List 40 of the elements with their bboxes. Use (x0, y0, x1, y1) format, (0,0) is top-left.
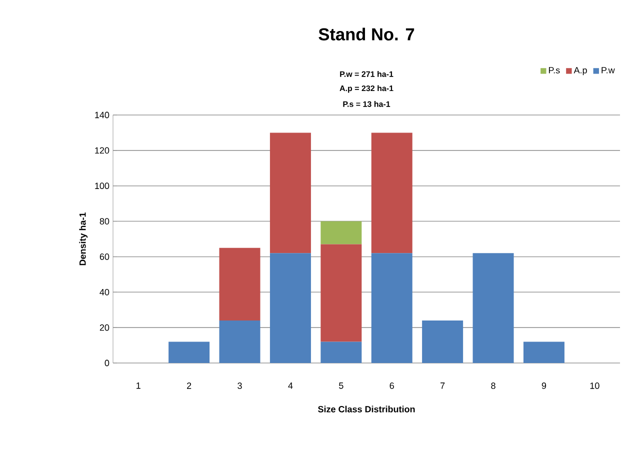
y-axis-title: Density ha-1 (79, 212, 88, 266)
x-tick-label: 5 (339, 382, 344, 389)
bar (320, 342, 362, 363)
y-tick-label: 20 (100, 324, 110, 331)
text: A.p = 232 ha-1 (340, 85, 394, 93)
bar (371, 132, 412, 254)
x-tick-label: 3 (238, 382, 242, 389)
y-tick-label: 60 (100, 254, 110, 260)
y-tick-label: 140 (95, 112, 110, 118)
bar (270, 132, 311, 254)
y-tick-label: 80 (100, 218, 110, 224)
bar (472, 253, 514, 363)
bar (371, 253, 412, 363)
y-tick-label: 40 (100, 288, 110, 296)
bar (219, 248, 260, 320)
bar (320, 244, 362, 342)
bar (168, 342, 210, 363)
legend-label: P.s (548, 67, 560, 74)
bar (219, 320, 260, 363)
legend-label: P.w (602, 67, 615, 74)
x-tick-label: 10 (590, 382, 600, 389)
y-tick-label: 120 (95, 147, 110, 154)
legend-label: A.p (574, 67, 587, 76)
x-tick-label: 1 (136, 382, 140, 389)
bar (422, 320, 464, 363)
x-axis-title: Size Class Distribution (318, 406, 415, 412)
text: P.s = 13 ha-1 (343, 101, 390, 107)
x-tick-label: 4 (288, 382, 293, 389)
x-tick-label: 2 (187, 382, 192, 389)
bar (320, 221, 362, 244)
y-tick-label: 0 (104, 360, 110, 366)
x-tick-label: 8 (491, 382, 496, 389)
bar (523, 342, 564, 363)
bar (270, 253, 311, 363)
x-tick-label: 7 (440, 382, 445, 389)
chart-title: Stand No. 7 (318, 28, 414, 40)
x-tick-label: 6 (390, 382, 394, 389)
y-tick-label: 100 (95, 182, 110, 190)
text: P.w = 271 ha-1 (340, 71, 394, 77)
x-tick-label: 9 (542, 382, 546, 389)
